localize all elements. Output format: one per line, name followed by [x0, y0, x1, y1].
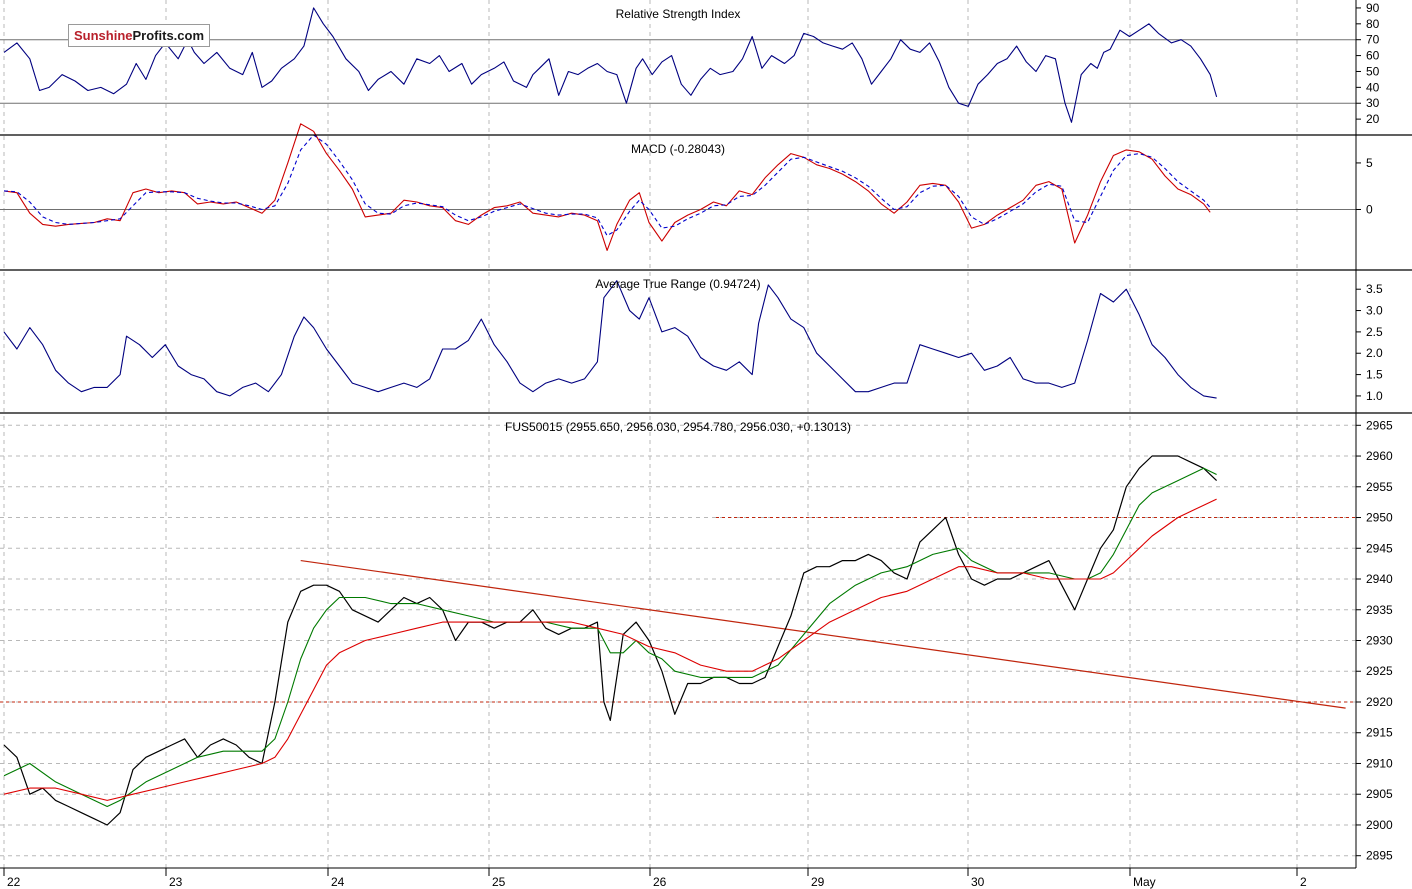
panel-title: Average True Range (0.94724) [595, 277, 760, 291]
rsi-line [3, 7, 1218, 123]
panel-1: 0 5 MACD (-0.28043) [0, 123, 1373, 251]
y-tick-label: 2925 [1366, 664, 1393, 678]
x-tick-label: 26 [653, 875, 667, 889]
x-tick-label: May [1133, 875, 1156, 889]
y-tick-label: 2.0 [1366, 346, 1383, 360]
moving-average-slow [3, 498, 1217, 801]
y-tick-label: 2915 [1366, 726, 1393, 740]
y-tick-label: 1.0 [1366, 389, 1383, 403]
downtrend-line [300, 559, 1346, 709]
y-tick-label: 2965 [1366, 418, 1393, 432]
y-tick-label: 2910 [1366, 756, 1393, 770]
chart-frame [0, 0, 1412, 869]
panel-title: MACD (-0.28043) [631, 142, 725, 156]
macd-line [3, 123, 1211, 251]
panel-title: Relative Strength Index [616, 7, 741, 21]
x-tick-label: 24 [331, 875, 345, 889]
y-tick-label: 2950 [1366, 511, 1393, 525]
logo-part-profits: Profits.com [132, 28, 205, 43]
y-tick-label: 2.5 [1366, 325, 1383, 339]
day-gridlines [3, 0, 1298, 868]
price-line [3, 455, 1218, 826]
y-tick-label: 3.5 [1366, 282, 1383, 296]
x-tick-label: 23 [169, 875, 183, 889]
x-tick-label: 25 [492, 875, 506, 889]
y-tick-label: 20 [1366, 112, 1380, 126]
y-tick-label: 3.0 [1366, 304, 1383, 318]
y-tick-label: 2945 [1366, 541, 1393, 555]
panel-title: FUS50015 (2955.650, 2956.030, 2954.780, … [505, 420, 851, 434]
y-tick-label: 2940 [1366, 572, 1393, 586]
y-tick-label: 2960 [1366, 449, 1393, 463]
atr-line [3, 280, 1217, 399]
y-tick-label: 80 [1366, 17, 1380, 31]
y-tick-label: 30 [1366, 96, 1380, 110]
sunshine-profits-logo: SunshineProfits.com [68, 24, 211, 47]
moving-average-fast [3, 467, 1217, 808]
logo-part-sunshine: Sunshine [74, 28, 133, 43]
x-tick-label: 2 [1300, 875, 1307, 889]
x-tick-label: 29 [811, 875, 825, 889]
y-tick-label: 2905 [1366, 787, 1393, 801]
y-tick-label: 2920 [1366, 695, 1393, 709]
y-tick-label: 2955 [1366, 480, 1393, 494]
y-tick-label: 2930 [1366, 634, 1393, 648]
y-tick-label: 5 [1366, 156, 1373, 170]
y-tick-label: 50 [1366, 64, 1380, 78]
y-tick-label: 60 [1366, 49, 1380, 63]
x-tick-label: 22 [7, 875, 21, 889]
y-tick-label: 2935 [1366, 603, 1393, 617]
panel-2: 1.0 1.5 2.0 2.5 3.0 3.5 Average True Range (0.… [3, 277, 1383, 403]
y-tick-label: 1.5 [1366, 368, 1383, 382]
y-tick-label: 70 [1366, 33, 1380, 47]
panel-3: 2895290029052910291529202925293029352940… [0, 418, 1393, 889]
macd-signal-line [3, 134, 1211, 237]
x-tick-label: 30 [971, 875, 985, 889]
y-tick-label: 2900 [1366, 818, 1393, 832]
y-tick-label: 2895 [1366, 849, 1393, 863]
y-tick-label: 90 [1366, 1, 1380, 15]
y-tick-label: 40 [1366, 80, 1380, 94]
y-tick-label: 0 [1366, 202, 1373, 216]
